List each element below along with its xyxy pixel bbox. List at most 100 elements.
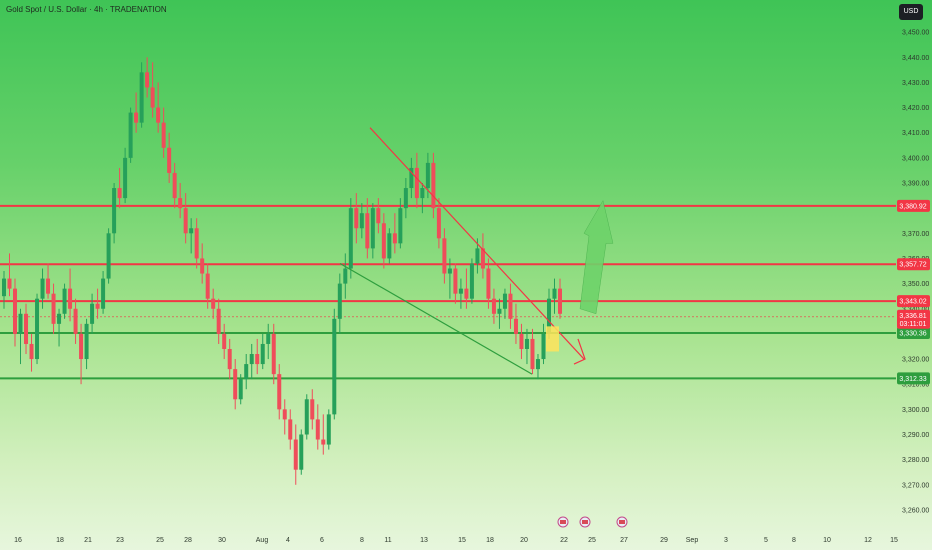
- candle-body: [194, 228, 199, 259]
- candle-body: [447, 268, 452, 274]
- candle-body: [227, 348, 232, 370]
- candle-body: [238, 379, 243, 400]
- y-tick-label: 3,340.00: [902, 306, 929, 313]
- y-tick-label: 3,280.00: [902, 457, 929, 464]
- x-tick-label: 13: [420, 537, 428, 544]
- candle-body: [425, 162, 430, 189]
- price-level-label: 3,312.33: [897, 372, 930, 385]
- x-tick-label: 16: [14, 537, 22, 544]
- candle-body: [249, 354, 254, 365]
- y-tick-label: 3,410.00: [902, 130, 929, 137]
- candle-body: [178, 198, 183, 209]
- candle-body: [469, 263, 474, 299]
- last-price-box: [897, 309, 930, 329]
- candle-body: [546, 298, 551, 334]
- candle-body: [57, 313, 62, 324]
- candle-body: [277, 374, 282, 410]
- flag-icon: [560, 520, 566, 524]
- trend-line-green: [339, 262, 533, 375]
- y-tick-label: 3,390.00: [902, 181, 929, 188]
- y-tick-label: 3,350.00: [902, 281, 929, 288]
- candle-body: [288, 419, 293, 440]
- x-tick-label: 10: [823, 537, 831, 544]
- flag-icon: [582, 520, 588, 524]
- candle-body: [519, 333, 524, 349]
- candle-body: [491, 298, 496, 314]
- candle-body: [513, 318, 518, 334]
- candle-body: [293, 439, 298, 470]
- x-tick-label: 21: [84, 537, 92, 544]
- price-label-text: 3,312.33: [899, 376, 926, 383]
- candle-body: [46, 278, 51, 294]
- candle-body: [205, 273, 210, 299]
- green-up-arrow: [579, 199, 614, 315]
- candle-body: [134, 112, 139, 123]
- candle-body: [552, 288, 557, 299]
- candle-body: [326, 414, 331, 445]
- x-tick-label: 25: [156, 537, 164, 544]
- candle-body: [497, 308, 502, 314]
- candle-body: [24, 313, 29, 344]
- currency-button[interactable]: USD: [899, 4, 923, 20]
- candle-body: [244, 364, 249, 380]
- price-label-text: 3,330.36: [899, 330, 926, 337]
- x-tick-label: 4: [286, 537, 290, 544]
- candle-body: [442, 238, 447, 274]
- candle-body: [458, 288, 463, 294]
- candle-body: [524, 338, 529, 349]
- candle-body: [304, 399, 309, 435]
- y-tick-label: 3,290.00: [902, 432, 929, 439]
- candle-body: [420, 188, 425, 199]
- price-label-text: 3,357.72: [899, 262, 926, 269]
- candle-body: [348, 208, 353, 269]
- candle-body: [29, 343, 34, 360]
- price-label-text: 3,380.92: [899, 203, 926, 210]
- x-tick-label: Aug: [256, 537, 269, 544]
- y-tick-label: 3,420.00: [902, 105, 929, 112]
- countdown-label: 03:11:01: [900, 321, 927, 328]
- candle-body: [486, 268, 491, 299]
- y-tick-label: 3,300.00: [902, 407, 929, 414]
- highlight-zone: [546, 326, 559, 352]
- candle-body: [222, 333, 227, 349]
- candle-body: [321, 439, 326, 445]
- candle-body: [79, 333, 84, 360]
- candle-body: [233, 369, 238, 400]
- price-label-text: 3,343.02: [899, 299, 926, 306]
- candle-body: [156, 107, 161, 123]
- candle-body: [337, 283, 342, 319]
- x-tick-label: 20: [520, 537, 528, 544]
- candle-body: [117, 188, 122, 199]
- chart-title: Gold Spot / U.S. Dollar · 4h · TRADENATI…: [6, 5, 167, 14]
- candle-body: [167, 147, 172, 173]
- candle-body: [123, 157, 128, 199]
- candle-body: [370, 208, 375, 249]
- candle-body: [18, 313, 23, 334]
- y-tick-label: 3,440.00: [902, 55, 929, 62]
- candle-body: [436, 208, 441, 239]
- candle-body: [299, 434, 304, 470]
- candle-body: [101, 278, 106, 309]
- price-level-label: 3,343.02: [897, 295, 930, 308]
- y-tick-label: 3,400.00: [902, 155, 929, 162]
- candle-body: [453, 268, 458, 294]
- candle-body: [365, 213, 370, 249]
- price-label-bg: [897, 326, 930, 339]
- x-tick-label: Sep: [686, 537, 699, 544]
- candle-body: [409, 167, 414, 189]
- x-tick-label: 8: [792, 537, 796, 544]
- candle-body: [392, 233, 397, 244]
- x-tick-label: 15: [890, 537, 898, 544]
- candle-body: [414, 167, 419, 199]
- candle-body: [2, 278, 6, 297]
- candle-body: [403, 188, 408, 209]
- x-tick-label: 11: [384, 537, 391, 544]
- y-tick-label: 3,370.00: [902, 231, 929, 238]
- x-tick-label: 22: [560, 537, 568, 544]
- candle-body: [7, 278, 12, 289]
- candle-body: [387, 233, 392, 259]
- candle-body: [398, 208, 403, 244]
- trend-line-red: [369, 127, 585, 360]
